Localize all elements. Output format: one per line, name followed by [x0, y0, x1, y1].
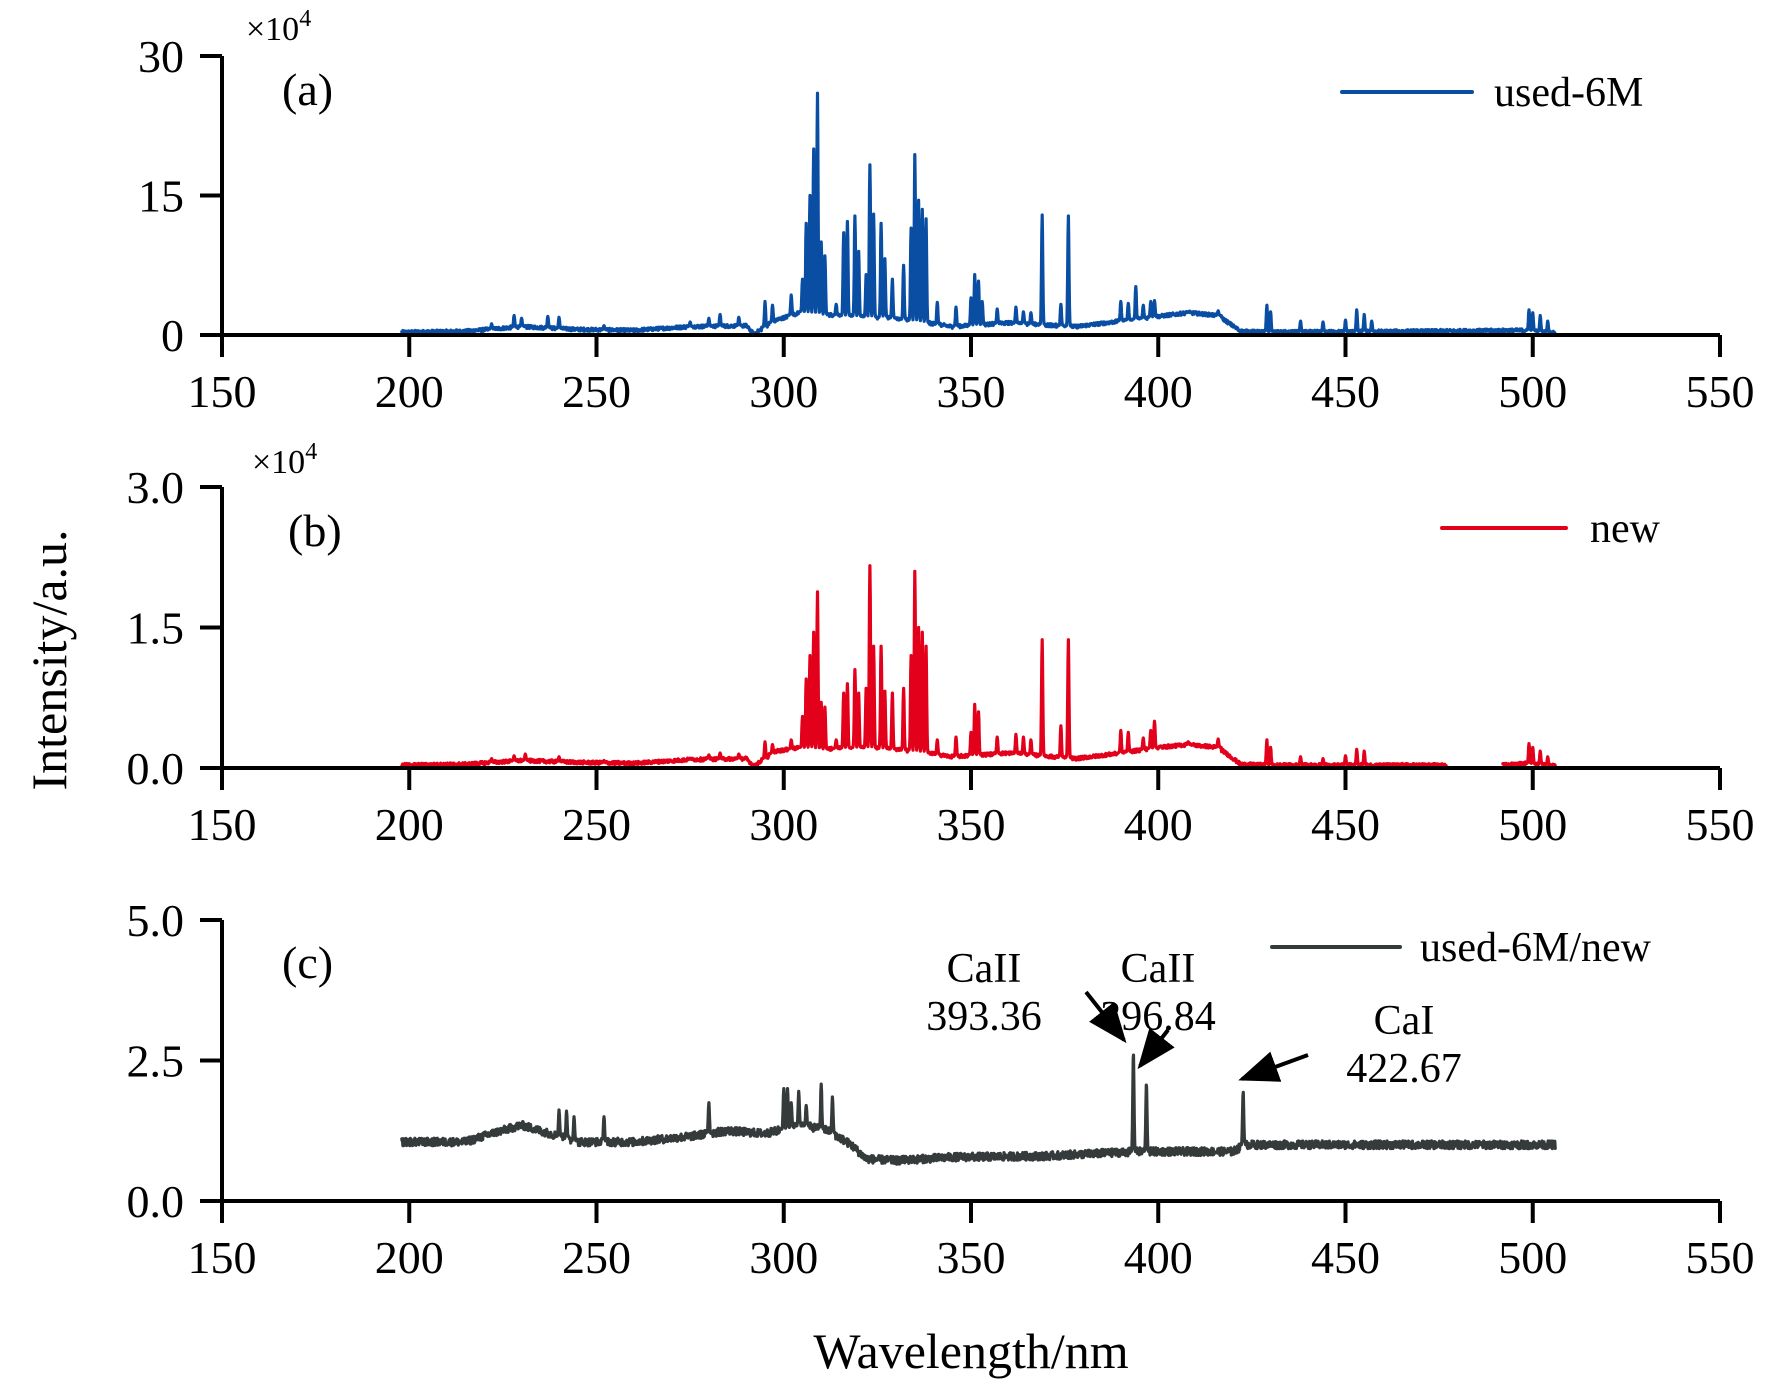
legend-label: used-6M [1494, 70, 1643, 116]
y-tick-label: 2.5 [127, 1036, 185, 1087]
y-tick-label: 30 [138, 31, 184, 82]
multiplier-base: ×10 [252, 444, 305, 481]
panel-c: 0.0 2.5 5.0 150 200 250 300 350 400 450 500 550 (c) u… [127, 895, 1755, 1283]
x-tick-label: 350 [937, 1232, 1006, 1283]
y-tick-label: 5.0 [127, 895, 185, 946]
x-tick-label: 400 [1124, 799, 1193, 850]
multiplier-exponent: 4 [299, 6, 311, 32]
x-tick-label: 550 [1686, 1232, 1755, 1283]
x-tick-label: 500 [1498, 1232, 1567, 1283]
panel-label: (b) [288, 505, 342, 556]
y-tick-label: 15 [138, 171, 184, 222]
x-tick-label: 250 [562, 1232, 631, 1283]
y-tick-label: 0 [161, 310, 184, 361]
y-axis-title: Intensity/a.u. [21, 529, 77, 790]
axis-multiplier: ×104 [252, 439, 317, 481]
annotation-arrow [1137, 1027, 1175, 1070]
annotation-wavelength: 396.84 [1100, 994, 1216, 1040]
x-tick-label: 300 [749, 1232, 818, 1283]
x-tick-label: 450 [1311, 799, 1380, 850]
annotation-arrow [1084, 990, 1127, 1044]
x-tick-label: 450 [1311, 366, 1380, 417]
panel-label: (c) [282, 937, 333, 988]
y-tick-label: 3.0 [127, 462, 185, 513]
x-tick-label: 150 [188, 366, 257, 417]
annotation-species: CaII [1121, 946, 1196, 992]
x-tick-label: 550 [1686, 799, 1755, 850]
annotation-wavelength: 422.67 [1346, 1046, 1462, 1092]
panel-label: (a) [282, 64, 333, 115]
x-tick-label: 150 [188, 1232, 257, 1283]
series-line-used-6m-new [400, 1053, 1557, 1166]
legend-label: new [1590, 506, 1661, 552]
axis-multiplier: ×104 [246, 6, 311, 48]
x-tick-label: 500 [1498, 799, 1567, 850]
annotation-species: CaII [947, 946, 1022, 992]
x-tick-label: 400 [1124, 1232, 1193, 1283]
x-tick-label: 200 [375, 1232, 444, 1283]
x-tick-label: 300 [749, 366, 818, 417]
multiplier-base: ×10 [246, 11, 299, 48]
x-tick-label: 550 [1686, 366, 1755, 417]
panel-b: 0.0 1.5 3.0 150 200 250 300 350 400 450 500 550 (b) ×… [127, 439, 1755, 850]
y-tick-label: 0.0 [127, 1176, 185, 1227]
x-tick-label: 400 [1124, 366, 1193, 417]
x-tick-label: 300 [749, 799, 818, 850]
x-tick-label: 350 [937, 799, 1006, 850]
x-tick-label: 500 [1498, 366, 1567, 417]
series-line-used-6m [400, 91, 1557, 337]
x-tick-label: 200 [375, 366, 444, 417]
x-tick-label: 150 [188, 799, 257, 850]
x-tick-label: 250 [562, 799, 631, 850]
y-tick-label: 0.0 [127, 743, 185, 794]
multiplier-exponent: 4 [305, 439, 317, 465]
panel-a: 0 15 30 150 200 250 300 350 400 450 500 550 (a) ×104 u… [138, 6, 1755, 417]
legend-label: used-6M/new [1420, 925, 1652, 971]
x-tick-label: 450 [1311, 1232, 1380, 1283]
annotation-species: CaI [1374, 998, 1435, 1044]
x-tick-label: 200 [375, 799, 444, 850]
x-tick-label: 250 [562, 366, 631, 417]
x-tick-label: 350 [937, 366, 1006, 417]
series-line-new [400, 564, 1557, 769]
annotation-wavelength: 393.36 [926, 994, 1042, 1040]
y-tick-label: 1.5 [127, 603, 185, 654]
x-axis-title: Wavelength/nm [813, 1323, 1128, 1379]
annotation-arrow [1238, 1051, 1309, 1082]
